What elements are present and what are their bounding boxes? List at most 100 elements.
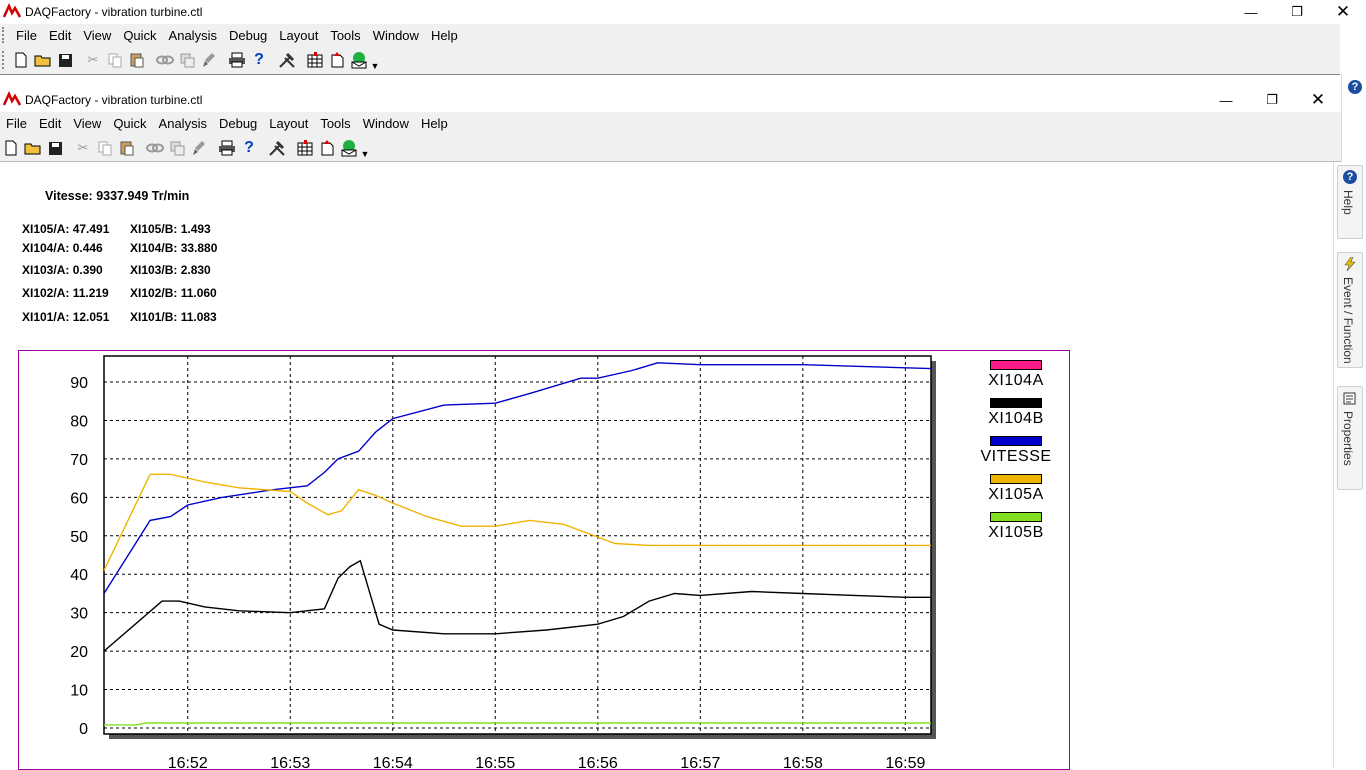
open-folder-icon[interactable] [22, 137, 44, 159]
y-tick-label: 90 [70, 375, 88, 392]
link-icon[interactable] [144, 137, 166, 159]
y-tick-label: 30 [70, 606, 88, 623]
y-tick-label: 0 [79, 721, 88, 738]
legend-swatch [990, 512, 1042, 522]
export-page-icon[interactable] [326, 49, 348, 71]
legend-label: VITESSE [980, 448, 1052, 465]
table-grid-icon[interactable] [304, 49, 326, 71]
toolbar-overflow-icon[interactable]: ▼ [360, 149, 370, 159]
outer-menu-layout[interactable]: Layout [279, 27, 319, 43]
inner-menu-view[interactable]: View [73, 115, 102, 131]
new-file-icon[interactable] [10, 49, 32, 71]
x-tick-label: 16:58 [783, 755, 823, 769]
print-icon[interactable] [226, 49, 248, 71]
open-folder-icon[interactable] [32, 49, 54, 71]
outer-menu-window[interactable]: Window [372, 27, 419, 43]
readout-xi102a: XI102/A: 11.219 [22, 286, 109, 300]
outer-menu-view[interactable]: View [83, 27, 112, 43]
trend-graph[interactable]: 0 10 20 30 40 50 60 70 80 90 16:52 16:53 16:54 16:55 1… [18, 350, 1070, 770]
outer-menu-analysis[interactable]: Analysis [168, 27, 217, 43]
inner-menu-tools[interactable]: Tools [320, 115, 351, 131]
copy-icon[interactable] [104, 49, 126, 71]
format-brush-icon[interactable] [198, 49, 220, 71]
outer-menu-bar: File Edit View Quick Analysis Debug Layo… [0, 24, 470, 46]
inner-close-button[interactable]: ✕ [1310, 90, 1326, 109]
paste-icon[interactable] [126, 49, 148, 71]
duplicate-icon[interactable] [176, 49, 198, 71]
readout-xi104a: XI104/A: 0.446 [22, 241, 103, 255]
y-tick-label: 80 [70, 413, 88, 430]
connection-icon[interactable] [338, 137, 360, 159]
inner-menu-file[interactable]: File [6, 115, 27, 131]
inner-restore-button[interactable]: ❐ [1266, 92, 1278, 107]
inner-menu-window[interactable]: Window [362, 115, 409, 131]
tools-hammer-icon[interactable] [276, 49, 298, 71]
outer-menu-help[interactable]: Help [430, 27, 458, 43]
x-tick-label: 16:53 [270, 755, 310, 769]
side-tab-help[interactable]: ? Help [1337, 165, 1363, 239]
help-icon[interactable]: ? [244, 139, 254, 156]
legend-label: XI105A [988, 486, 1044, 503]
cut-icon[interactable]: ✂ [77, 140, 89, 155]
cut-icon[interactable]: ✂ [87, 52, 99, 67]
outer-title-bar: DAQFactory - vibration turbine.ctl — ❐ ✕ [0, 0, 1366, 24]
connection-icon[interactable] [348, 49, 370, 71]
inner-menu-layout[interactable]: Layout [269, 115, 309, 131]
inner-title-bar: DAQFactory - vibration turbine.ctl — ❐ ✕ [0, 88, 1341, 112]
outer-help-tab-icon[interactable]: ? [1348, 80, 1362, 94]
inner-menu-edit[interactable]: Edit [38, 115, 62, 131]
new-file-icon[interactable] [0, 137, 22, 159]
outer-minimize-button[interactable]: — [1244, 4, 1258, 20]
legend-item-xi105a: XI105A [971, 474, 1061, 504]
legend-swatch [990, 436, 1042, 446]
paste-icon[interactable] [116, 137, 138, 159]
inner-window-title: DAQFactory - vibration turbine.ctl [25, 93, 203, 107]
side-tab-event-function[interactable]: Event / Function [1337, 252, 1363, 368]
format-brush-icon[interactable] [188, 137, 210, 159]
readout-xi101b: XI101/B: 11.083 [130, 310, 217, 324]
tools-hammer-icon[interactable] [266, 137, 288, 159]
menu-grip[interactable] [2, 27, 10, 43]
export-page-icon[interactable] [316, 137, 338, 159]
inner-menu-help[interactable]: Help [420, 115, 448, 131]
readout-xi103a: XI103/A: 0.390 [22, 263, 103, 277]
duplicate-icon[interactable] [166, 137, 188, 159]
daqfactory-logo-icon [3, 3, 21, 18]
help-icon[interactable]: ? [254, 51, 264, 68]
outer-menu-edit[interactable]: Edit [48, 27, 72, 43]
readout-xi102b: XI102/B: 11.060 [130, 286, 217, 300]
outer-menu-debug[interactable]: Debug [228, 27, 268, 43]
outer-toolbar: ✂ ? ▼ [0, 47, 380, 73]
copy-icon[interactable] [94, 137, 116, 159]
inner-menu-analysis[interactable]: Analysis [158, 115, 207, 131]
side-tab-properties[interactable]: Properties [1337, 386, 1363, 490]
outer-close-button[interactable]: ✕ [1335, 2, 1351, 21]
legend-item-xi104a: XI104A [971, 360, 1061, 390]
inner-menu-debug[interactable]: Debug [218, 115, 258, 131]
x-tick-label: 16:55 [475, 755, 515, 769]
y-tick-label: 20 [70, 644, 88, 661]
outer-menu-file[interactable]: File [16, 27, 37, 43]
outer-menu-tools[interactable]: Tools [330, 27, 361, 43]
inner-menu-quick[interactable]: Quick [113, 115, 147, 131]
y-tick-label: 50 [70, 529, 88, 546]
toolbar-overflow-icon[interactable]: ▼ [370, 61, 380, 71]
outer-side-dock: ? [1341, 74, 1366, 162]
legend-item-vitesse: VITESSE [971, 436, 1061, 466]
legend-swatch [990, 398, 1042, 408]
x-tick-label: 16:54 [373, 755, 413, 769]
link-icon[interactable] [154, 49, 176, 71]
inner-minimize-button[interactable]: — [1219, 92, 1233, 108]
outer-menu-quick[interactable]: Quick [123, 27, 157, 43]
save-icon[interactable] [44, 137, 66, 159]
help-tab-icon: ? [1343, 170, 1357, 184]
save-icon[interactable] [54, 49, 76, 71]
legend-item-xi104b: XI104B [971, 398, 1061, 428]
toolbar-grip[interactable] [2, 51, 10, 69]
print-icon[interactable] [216, 137, 238, 159]
table-grid-icon[interactable] [294, 137, 316, 159]
lightning-icon [1344, 257, 1356, 271]
trend-chart-svg[interactable]: 0 10 20 30 40 50 60 70 80 90 16:52 16:53 16:54 16:55 1… [19, 351, 939, 769]
side-tab-help-label: Help [1341, 190, 1355, 215]
outer-restore-button[interactable]: ❐ [1291, 4, 1303, 19]
